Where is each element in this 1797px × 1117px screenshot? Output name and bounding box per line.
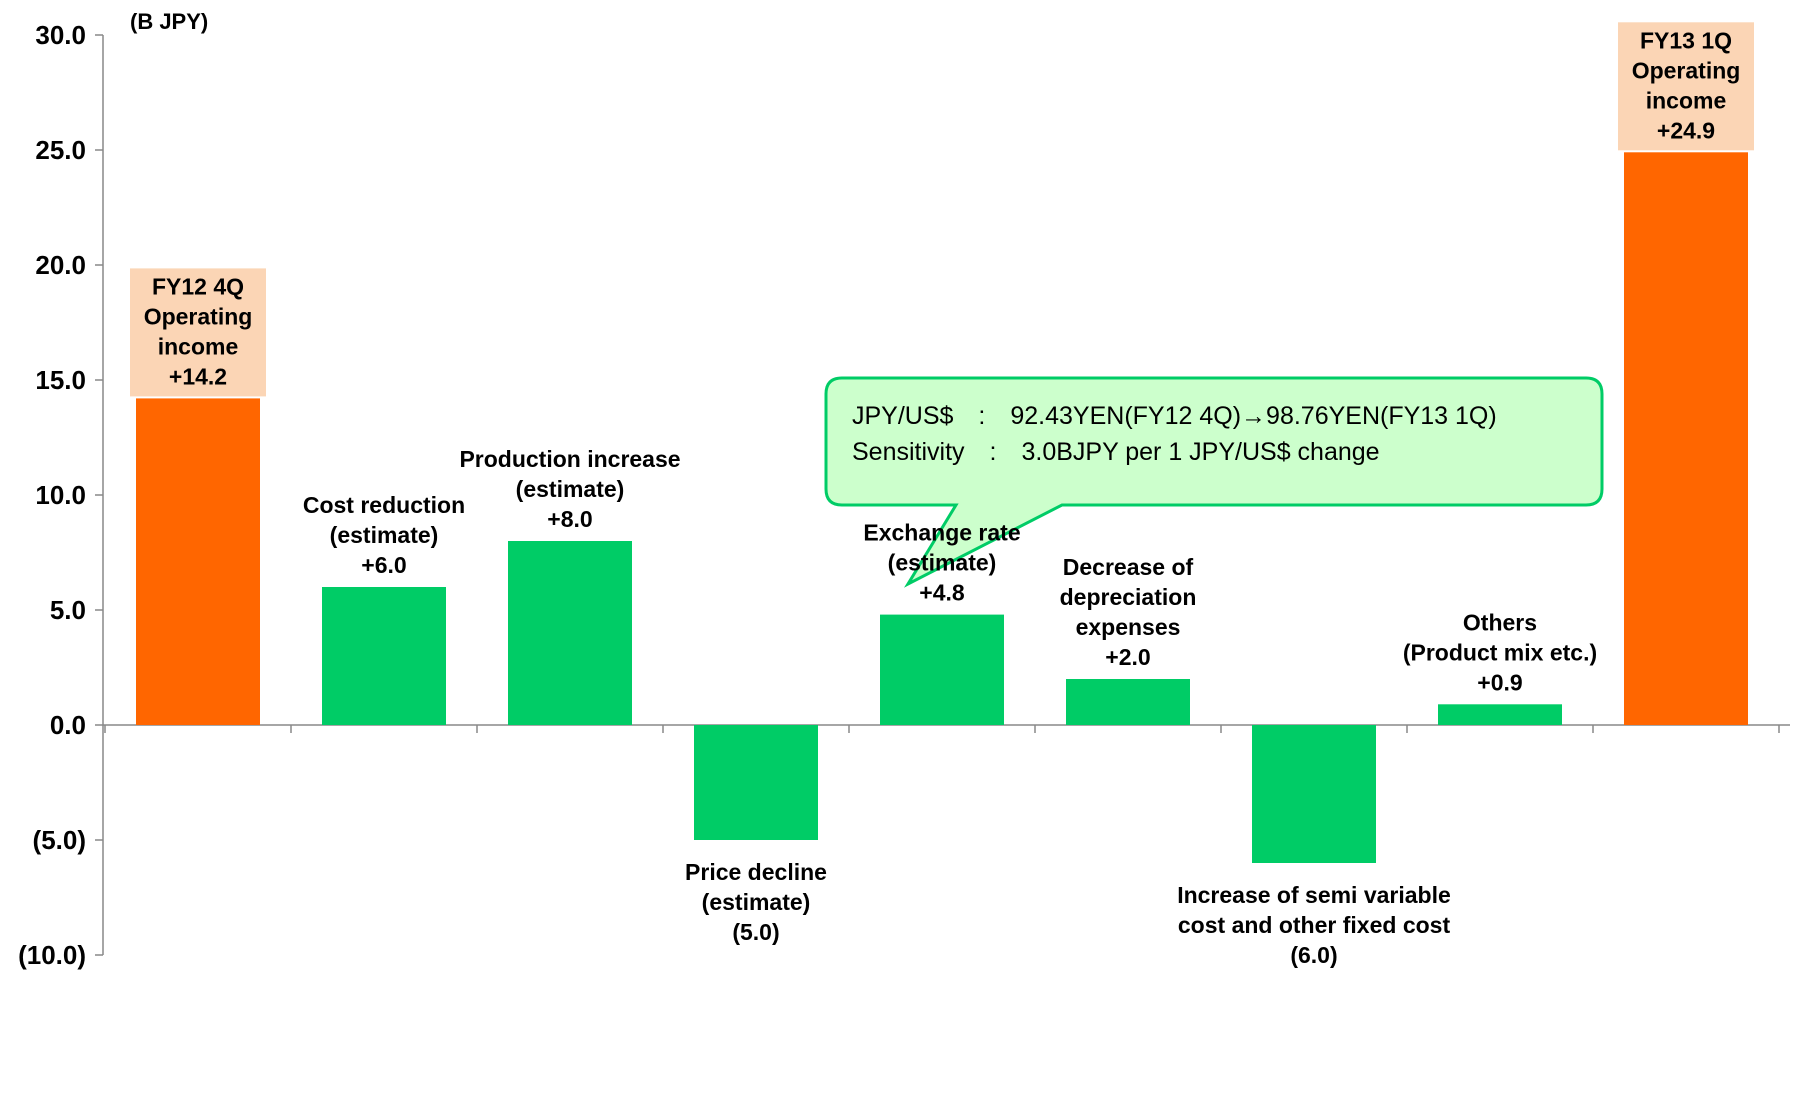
axis-layer: (B JPY) 30.0 25.0 20.0 15.0 10.0 5.0 0.0 (5.0) (1… [18,9,1790,970]
y-tick-label: (10.0) [18,940,86,970]
bar-decrease-of-depreciation [1066,679,1190,725]
bar-label-exchange-rate: (estimate) [888,550,997,576]
y-tick-label: 15.0 [35,365,86,395]
bar-label-fy13-1q-operating-income: income [1646,87,1727,113]
y-tick-label: 10.0 [35,480,86,510]
y-tick-label: 20.0 [35,250,86,280]
bar-fy12-4q-operating-income [136,398,260,725]
bar-label-production-increase: Production increase [459,446,680,472]
bar-label-others: Others [1463,609,1537,635]
total-label-box [1618,22,1754,151]
bar-label-cost-reduction: (estimate) [330,522,439,548]
y-tick-label: 25.0 [35,135,86,165]
bar-others [1438,704,1562,725]
bar-label-price-decline: (5.0) [732,919,779,945]
bar-label-exchange-rate: Exchange rate [863,520,1020,546]
bar-exchange-rate [880,614,1004,725]
bar-label-increase-of-semi-variable-cost: cost and other fixed cost [1178,912,1451,938]
bar-label-price-decline: Price decline [685,859,827,885]
bar-label-decrease-of-depreciation: depreciation [1060,584,1197,610]
bar-label-fy13-1q-operating-income: +24.9 [1657,117,1715,143]
bar-label-fy13-1q-operating-income: Operating [1632,57,1741,83]
y-tick-label: (5.0) [33,825,86,855]
bar-label-others: (Product mix etc.) [1403,639,1597,665]
bar-cost-reduction [322,587,446,725]
bar-label-fy12-4q-operating-income: +14.2 [169,363,227,389]
bar-label-decrease-of-depreciation: expenses [1076,614,1181,640]
bar-label-fy12-4q-operating-income: income [158,333,239,359]
bar-production-increase [508,541,632,725]
bar-label-increase-of-semi-variable-cost: (6.0) [1290,942,1337,968]
bar-label-production-increase: +8.0 [547,506,592,532]
total-label-box [130,268,266,397]
unit-label: (B JPY) [130,9,208,34]
bar-label-price-decline: (estimate) [702,889,811,915]
bar-label-cost-reduction: Cost reduction [303,492,465,518]
bar-label-cost-reduction: +6.0 [361,552,406,578]
callout-line-2: Sensitivity : 3.0BJPY per 1 JPY/US$ chan… [852,438,1380,466]
callout-line-1: JPY/US$ : 92.43YEN(FY12 4Q)→98.76YEN(FY1… [852,402,1497,430]
bar-increase-of-semi-variable-cost [1252,725,1376,863]
y-tick-label: 0.0 [50,710,86,740]
bar-layer [136,152,1748,863]
bar-label-fy12-4q-operating-income: Operating [144,303,253,329]
bar-label-fy12-4q-operating-income: FY12 4Q [152,273,244,299]
bar-label-decrease-of-depreciation: Decrease of [1063,554,1194,580]
bar-fy13-1q-operating-income [1624,152,1748,726]
bar-label-increase-of-semi-variable-cost: Increase of semi variable [1177,882,1451,908]
callout-layer: JPY/US$ : 92.43YEN(FY12 4Q)→98.76YEN(FY1… [824,376,1604,588]
bar-label-others: +0.9 [1477,669,1522,695]
y-tick-label: 5.0 [50,595,86,625]
label-layer: FY12 4Q Operating income +14.2 Cost reductio… [130,22,1754,968]
exchange-rate-callout [824,376,1604,588]
bar-label-decrease-of-depreciation: +2.0 [1105,644,1150,670]
bar-label-production-increase: (estimate) [516,476,625,502]
y-tick-label: 30.0 [35,20,86,50]
bar-label-exchange-rate: +4.8 [919,580,965,606]
bar-price-decline [694,725,818,840]
bar-label-fy13-1q-operating-income: FY13 1Q [1640,27,1732,53]
